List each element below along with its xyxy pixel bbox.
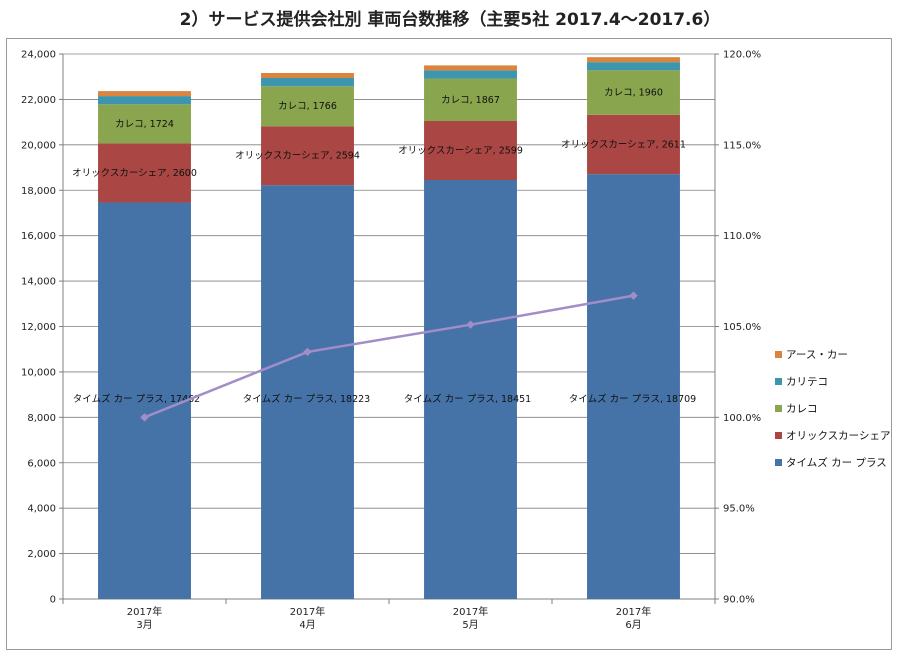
y-left-tick-label: 8,000 xyxy=(27,413,56,424)
legend-swatch xyxy=(775,432,782,439)
bar-segment xyxy=(587,174,680,600)
y-right-tick-label: 115.0% xyxy=(723,140,761,151)
bar-segment xyxy=(261,126,354,186)
growth-line-marker xyxy=(466,320,475,329)
bar-segment xyxy=(98,143,191,203)
growth-line xyxy=(144,294,634,419)
data-label: カレコ, 1867 xyxy=(441,95,500,106)
chart-title: 2）サービス提供会社別 車両台数推移（主要5社 2017.4～2017.6） xyxy=(179,10,721,30)
bar-segment xyxy=(98,91,191,97)
legend-label: カレコ xyxy=(786,403,818,415)
bar-segment xyxy=(587,70,680,115)
bar-segment xyxy=(424,180,517,599)
data-label: カレコ, 1724 xyxy=(115,119,174,130)
legend-label: オリックスカーシェア xyxy=(786,430,890,442)
data-label: オリックスカーシェア, 2594 xyxy=(235,151,360,162)
y-left-tick-label: 2,000 xyxy=(27,549,56,560)
legend-swatch xyxy=(775,459,782,466)
legend-label: タイムズ カー プラス xyxy=(786,456,887,469)
y-left-tick-label: 12,000 xyxy=(21,322,56,333)
x-tick-label-month: 4月 xyxy=(299,619,315,631)
bar-segment xyxy=(98,104,191,144)
x-tick-label-month: 6月 xyxy=(625,619,641,631)
data-label: オリックスカーシェア, 2599 xyxy=(398,145,523,156)
y-left-tick-label: 20,000 xyxy=(21,140,56,151)
y-left-tick-label: 14,000 xyxy=(21,277,56,288)
y-right-tick-label: 120.0% xyxy=(723,50,761,61)
y-left-tick-label: 4,000 xyxy=(27,504,56,515)
data-label: タイムズ カー プラス, 17462 xyxy=(73,393,200,405)
bar-segment xyxy=(261,73,354,79)
y-right-tick-label: 95.0% xyxy=(723,504,755,515)
growth-line-marker xyxy=(629,291,638,300)
y-right-tick-label: 105.0% xyxy=(723,322,761,333)
bar-segment xyxy=(424,78,517,121)
x-tick-label-year: 2017年 xyxy=(127,605,162,618)
legend-swatch xyxy=(775,351,782,358)
bar-segment xyxy=(424,65,517,71)
x-tick-label-month: 3月 xyxy=(136,619,152,631)
bar-segment xyxy=(261,86,354,127)
chart-svg: 0 2,000 4,000 6,000 8,000 10,000 12,000 14,000 1… xyxy=(21,50,890,632)
data-label: オリックスカーシェア, 2611 xyxy=(561,140,686,151)
legend-swatch xyxy=(775,378,782,385)
x-tick-label-year: 2017年 xyxy=(616,605,651,618)
legend-label: カリテコ xyxy=(786,376,828,388)
y-left-tick-label: 10,000 xyxy=(21,367,56,378)
x-tick-label-year: 2017年 xyxy=(290,605,325,618)
y-right-tick-label: 100.0% xyxy=(723,413,761,424)
bar-segment xyxy=(261,185,354,599)
bar-segment xyxy=(587,114,680,175)
y-left-tick-label: 18,000 xyxy=(21,186,56,197)
y-left-tick-label: 22,000 xyxy=(21,95,56,106)
bar-segment xyxy=(587,57,680,63)
y-left-tick-label: 0 xyxy=(50,595,56,606)
y-left-tick-label: 16,000 xyxy=(21,231,56,242)
data-label: カレコ, 1960 xyxy=(604,88,663,99)
bar-segment xyxy=(587,62,680,71)
bar-segment xyxy=(261,78,354,87)
chart-area: 0 2,000 4,000 6,000 8,000 10,000 12,000 14,000 1… xyxy=(6,38,892,650)
bar-segment xyxy=(98,202,191,599)
x-tick-label-year: 2017年 xyxy=(453,605,488,618)
y-right-tick-label: 110.0% xyxy=(723,231,761,242)
data-label: タイムズ カー プラス, 18709 xyxy=(569,393,696,405)
y-left-tick-label: 6,000 xyxy=(27,458,56,469)
y-right-tick-label: 90.0% xyxy=(723,595,755,606)
data-label: タイムズ カー プラス, 18451 xyxy=(404,393,531,405)
legend-swatch xyxy=(775,405,782,412)
x-tick-label-month: 5月 xyxy=(462,619,478,631)
legend-label: アース・カー xyxy=(786,349,848,361)
data-label: カレコ, 1766 xyxy=(278,101,337,112)
bar-segment xyxy=(424,120,517,181)
bar-segment xyxy=(424,70,517,79)
data-label: オリックスカーシェア, 2600 xyxy=(72,168,197,179)
y-left-tick-label: 24,000 xyxy=(21,50,56,61)
data-label: タイムズ カー プラス, 18223 xyxy=(243,393,370,405)
growth-line-marker xyxy=(303,347,312,357)
bar-segment xyxy=(98,96,191,105)
growth-line-marker xyxy=(140,413,149,422)
